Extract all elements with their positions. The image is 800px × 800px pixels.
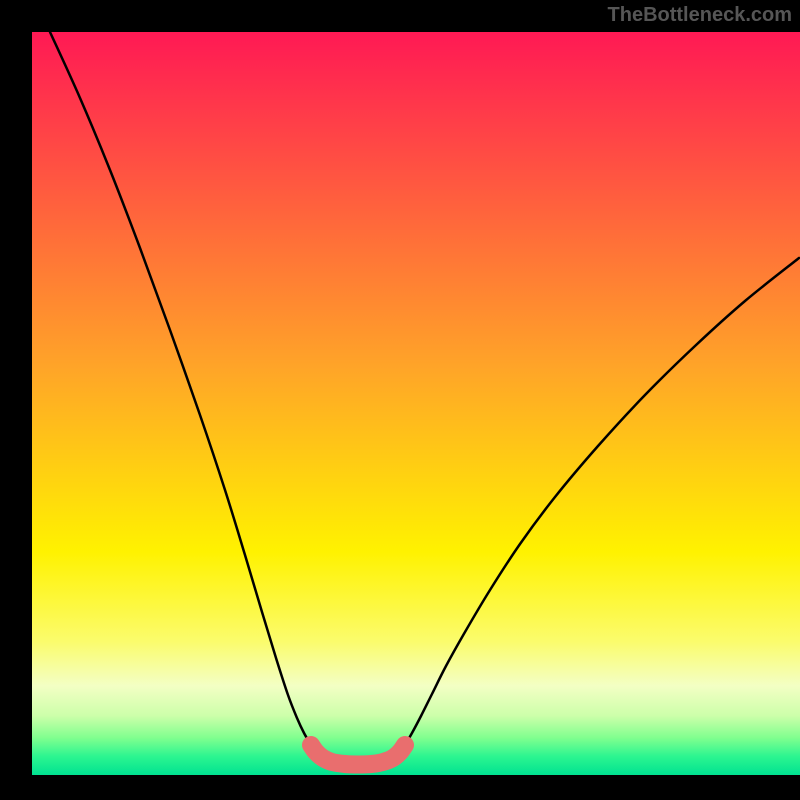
watermark-text: TheBottleneck.com <box>608 4 792 27</box>
gradient-background <box>32 32 800 775</box>
chart-container: TheBottleneck.com <box>0 0 800 800</box>
